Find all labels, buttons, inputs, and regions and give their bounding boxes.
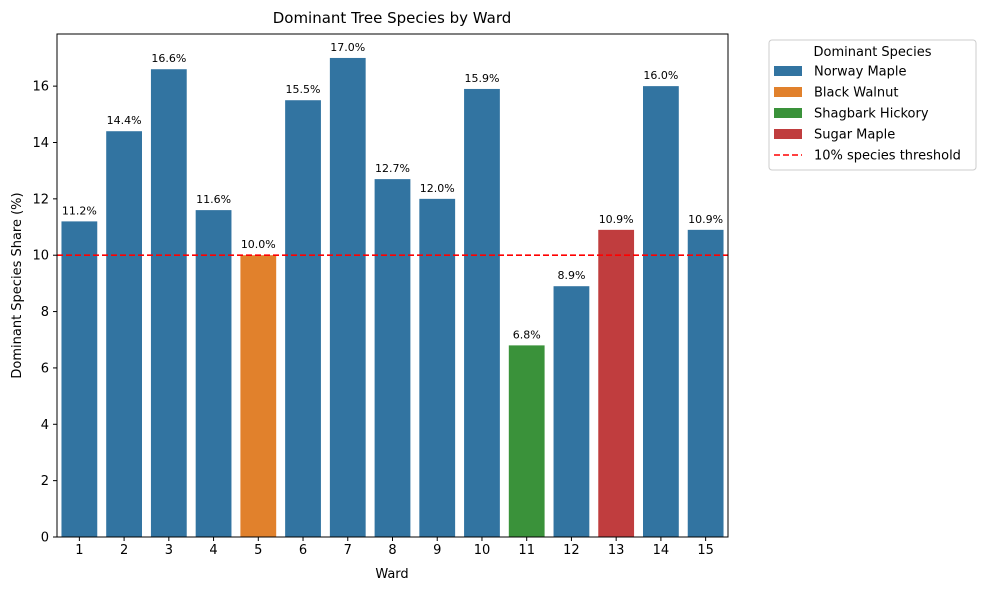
x-tick-label-12: 12 — [563, 543, 580, 558]
bar-ward-3 — [150, 69, 187, 537]
y-tick-label-14: 14 — [32, 136, 49, 151]
legend-label-threshold: 10% species threshold — [814, 149, 961, 164]
bar-ward-12 — [553, 286, 590, 537]
data-label-ward-7: 17.0% — [330, 41, 365, 54]
bar-ward-11 — [508, 345, 545, 537]
x-tick-label-10: 10 — [474, 543, 491, 558]
y-tick-label-0: 0 — [41, 531, 49, 546]
legend-label-black-walnut: Black Walnut — [814, 86, 898, 101]
x-tick-label-5: 5 — [254, 543, 262, 558]
bar-ward-8 — [374, 179, 411, 538]
data-label-ward-3: 16.6% — [151, 52, 186, 65]
legend-swatch-sugar-maple — [774, 129, 802, 139]
bar-ward-15 — [687, 229, 724, 537]
legend: Dominant Species Norway Maple Black Walnut… — [768, 39, 977, 171]
data-label-ward-8: 12.7% — [375, 162, 410, 175]
x-tick-label-7: 7 — [344, 543, 352, 558]
y-tick-label-4: 4 — [41, 418, 49, 433]
legend-label-shagbark-hickory: Shagbark Hickory — [814, 107, 929, 122]
data-label-ward-5: 10.0% — [241, 238, 276, 251]
y-axis-label: Dominant Species Share (%) — [10, 192, 25, 378]
chart-title: Dominant Tree Species by Ward — [273, 9, 512, 27]
legend-frame — [768, 39, 977, 171]
bar-ward-14 — [643, 86, 679, 537]
x-tick-label-14: 14 — [653, 543, 670, 558]
data-label-ward-13: 10.9% — [599, 213, 634, 226]
bar-ward-2 — [106, 131, 142, 537]
x-tick-label-1: 1 — [75, 543, 83, 558]
legend-swatch-black-walnut — [774, 87, 802, 97]
y-tick-label-8: 8 — [41, 305, 49, 320]
plot-area: 11.2% 14.4% 16.6% 11.6% 10.0% 15.5% 17.0% 12.7%… — [32, 33, 729, 558]
x-tick-label-13: 13 — [608, 543, 625, 558]
x-tick-label-9: 9 — [433, 543, 441, 558]
bar-ward-13 — [598, 229, 635, 537]
data-label-ward-11: 6.8% — [513, 328, 541, 341]
data-label-ward-14: 16.0% — [643, 69, 678, 82]
legend-title: Dominant Species — [814, 45, 932, 60]
x-tick-label-6: 6 — [299, 543, 307, 558]
x-tick-label-8: 8 — [388, 543, 396, 558]
legend-label-norway-maple: Norway Maple — [814, 65, 907, 80]
data-label-ward-12: 8.9% — [557, 269, 585, 282]
x-tick-label-11: 11 — [518, 543, 535, 558]
data-label-ward-9: 12.0% — [420, 182, 455, 195]
x-tick-label-3: 3 — [165, 543, 173, 558]
data-label-ward-15: 10.9% — [688, 213, 723, 226]
bar-ward-1 — [61, 221, 98, 537]
x-tick-label-15: 15 — [697, 543, 714, 558]
legend-swatch-norway-maple — [774, 66, 802, 76]
bar-ward-6 — [285, 100, 321, 538]
bar-ward-10 — [464, 88, 500, 537]
x-axis-label: Ward — [375, 567, 408, 582]
data-label-ward-1: 11.2% — [62, 204, 97, 217]
y-tick-label-6: 6 — [41, 361, 49, 376]
y-tick-label-12: 12 — [32, 192, 49, 207]
bar-ward-4 — [195, 210, 232, 537]
bar-ward-9 — [419, 198, 456, 537]
data-label-ward-10: 15.9% — [464, 72, 499, 85]
legend-label-sugar-maple: Sugar Maple — [814, 128, 895, 143]
x-tick-label-4: 4 — [209, 543, 217, 558]
data-label-ward-6: 15.5% — [286, 83, 321, 96]
y-tick-label-2: 2 — [41, 474, 49, 489]
y-tick-label-10: 10 — [32, 249, 49, 264]
legend-swatch-shagbark-hickory — [774, 108, 802, 118]
x-tick-label-2: 2 — [120, 543, 128, 558]
data-label-ward-4: 11.6% — [196, 193, 231, 206]
data-label-ward-2: 14.4% — [107, 114, 142, 127]
bar-ward-7 — [329, 57, 366, 537]
bar-ward-5 — [240, 255, 277, 537]
y-tick-label-16: 16 — [32, 80, 49, 95]
